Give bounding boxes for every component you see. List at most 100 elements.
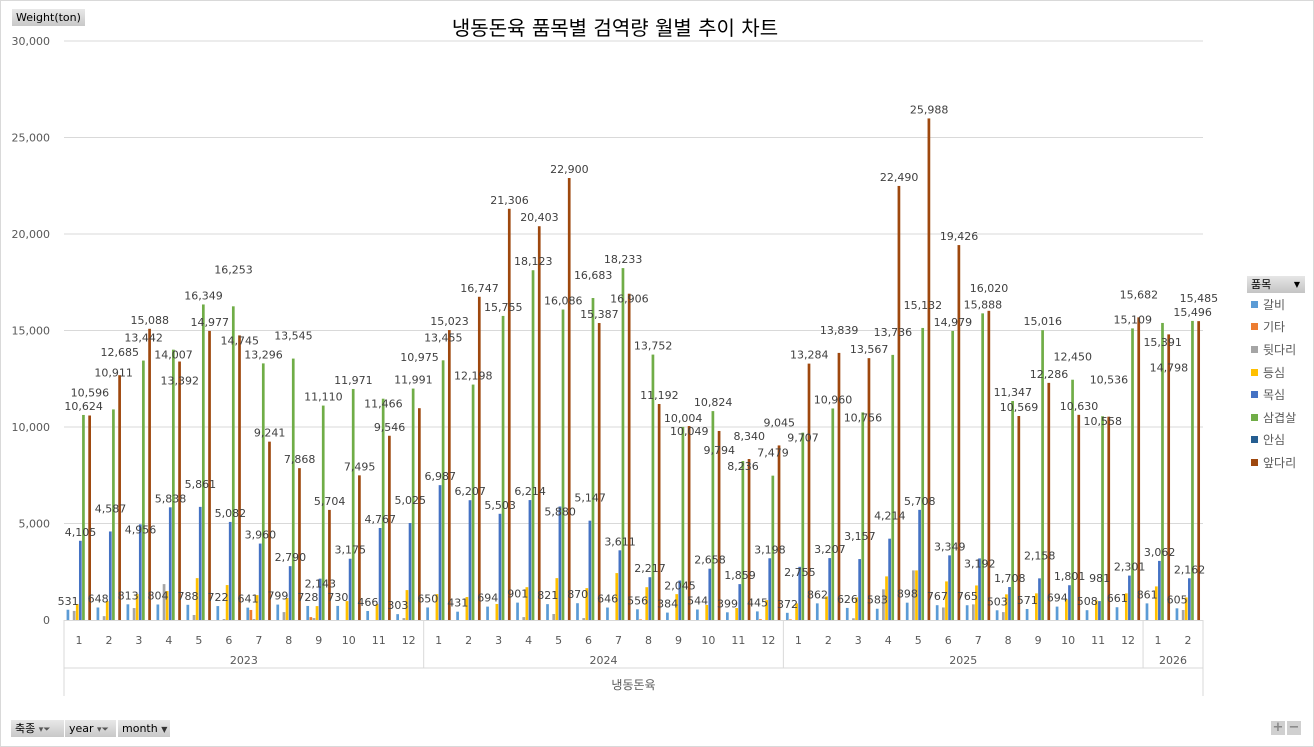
bar-등심 [255, 595, 259, 620]
bar-뒷다리 [162, 584, 166, 620]
legend-item[interactable]: 삼겹살 [1247, 406, 1305, 429]
legend-label: 등심 [1263, 365, 1286, 380]
month-filter-button[interactable]: month ▼ [118, 720, 170, 737]
bar-갈비 [1115, 607, 1119, 620]
bar-삼겹살 [1191, 320, 1194, 620]
bar-삼겹살 [1071, 379, 1074, 620]
legend-item[interactable]: 앞다리 [1247, 451, 1305, 474]
data-label: 14,977 [190, 316, 229, 329]
data-label: 981 [1089, 572, 1110, 585]
filter-icon: ▾⏷ [38, 725, 51, 735]
x-tick-label: 11 [731, 634, 745, 647]
legend-label: 뒷다리 [1263, 342, 1297, 357]
bar-등심 [1124, 593, 1128, 620]
data-label: 303 [387, 599, 408, 612]
bar-갈비 [875, 608, 879, 620]
bar-갈비 [246, 607, 250, 620]
legend-item[interactable]: 갈비 [1247, 293, 1305, 316]
bar-기타 [639, 619, 642, 620]
data-label: 5,503 [484, 499, 516, 512]
bar-삼겹살 [891, 354, 895, 620]
data-label: 15,016 [1024, 315, 1063, 328]
x-tick-label: 7 [975, 634, 982, 647]
bar-갈비 [785, 612, 789, 620]
bar-갈비 [396, 614, 399, 620]
data-label: 804 [148, 589, 169, 602]
bar-목심 [1038, 578, 1041, 620]
species-filter-button[interactable]: 축종 ▾⏷ [11, 720, 64, 737]
legend-item[interactable]: 안심 [1247, 429, 1305, 452]
legend-item[interactable]: 기타 [1247, 316, 1305, 339]
data-label: 2,658 [694, 554, 726, 567]
bar-앞다리 [298, 468, 301, 620]
data-label: 898 [897, 588, 918, 601]
bar-등심 [735, 608, 739, 620]
bar-목심 [468, 500, 472, 620]
data-label: 11,110 [304, 391, 343, 404]
data-label: 10,960 [814, 393, 853, 406]
data-label: 1,708 [994, 572, 1026, 585]
bar-목심 [138, 524, 142, 620]
expand-button[interactable]: + [1271, 720, 1285, 735]
bar-기타 [249, 609, 253, 620]
bar-등심 [75, 603, 79, 620]
data-label: 5,082 [215, 507, 247, 520]
collapse-button[interactable]: − [1287, 720, 1301, 735]
data-label: 22,900 [550, 163, 589, 176]
bar-갈비 [1055, 606, 1059, 620]
data-label: 13,392 [161, 375, 200, 388]
x-tick-label: 10 [342, 634, 356, 647]
x-tick-label: 1 [1155, 634, 1162, 647]
bar-뒷다리 [971, 604, 975, 620]
bar-등심 [915, 570, 918, 620]
data-label: 372 [777, 598, 798, 611]
bar-삼겹살 [921, 327, 925, 620]
legend-item[interactable]: 뒷다리 [1247, 338, 1305, 361]
data-label: 3,157 [844, 530, 876, 543]
bar-목심 [348, 558, 352, 620]
bar-뒷다리 [252, 619, 256, 620]
x-tick-label: 4 [885, 634, 892, 647]
bar-앞다리 [208, 330, 211, 620]
bar-갈비 [755, 611, 759, 620]
year-filter-button[interactable]: year ▾⏷ [65, 720, 116, 737]
bar-갈비 [546, 604, 549, 620]
x-tick-label: 6 [585, 634, 592, 647]
legend-filter-button[interactable]: 품목 ▼ [1247, 276, 1305, 293]
bar-삼겹살 [112, 409, 115, 620]
bar-삼겹살 [411, 388, 415, 620]
bar-등심 [315, 606, 319, 620]
bar-삼겹살 [1011, 401, 1014, 620]
data-label: 13,752 [634, 340, 673, 353]
data-label: 648 [88, 592, 109, 605]
filter-icon: ▾⏷ [97, 725, 109, 735]
legend-item[interactable]: 등심 [1247, 361, 1305, 384]
bar-등심 [285, 597, 289, 620]
bar-갈비 [726, 612, 729, 620]
data-label: 22,490 [880, 171, 919, 184]
x-tick-label: 3 [495, 634, 502, 647]
bar-삼겹살 [591, 298, 595, 620]
data-label: 1,801 [1054, 570, 1086, 583]
bar-앞다리 [837, 352, 841, 620]
data-label: 3,192 [964, 557, 996, 570]
data-label: 466 [357, 596, 378, 609]
bar-갈비 [696, 609, 699, 620]
data-label: 3,207 [814, 543, 846, 556]
y-axis-field-button[interactable]: Weight(ton) [12, 9, 85, 26]
bar-목심 [1128, 575, 1131, 620]
bar-갈비 [66, 609, 70, 620]
bar-갈비 [306, 605, 310, 620]
bar-앞다리 [537, 226, 541, 620]
data-label: 626 [837, 593, 858, 606]
bar-등심 [885, 576, 888, 620]
data-label: 862 [807, 588, 828, 601]
bar-등심 [525, 587, 529, 620]
dropdown-arrow-icon: ▼ [1293, 280, 1300, 289]
data-label: 503 [987, 595, 1008, 608]
legend-item[interactable]: 목심 [1247, 383, 1305, 406]
data-label: 722 [208, 591, 229, 604]
bar-갈비 [426, 607, 429, 620]
bar-목심 [438, 485, 442, 620]
